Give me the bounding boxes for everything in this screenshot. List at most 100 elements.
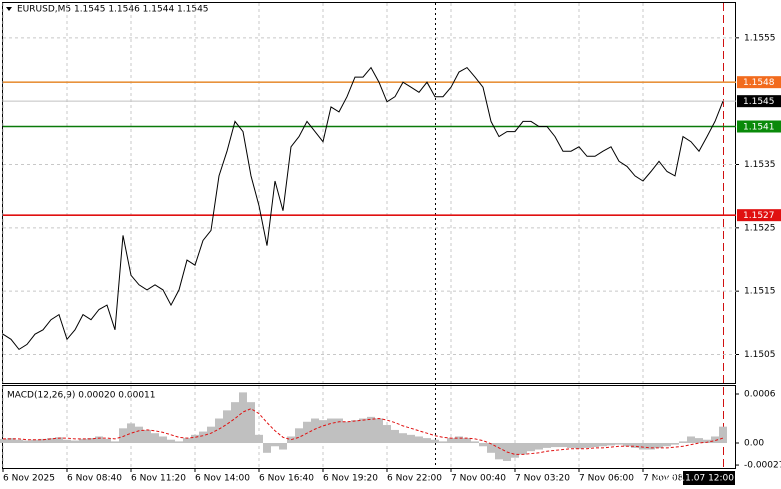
macd-bar <box>287 436 295 444</box>
macd-bar <box>639 443 647 450</box>
macd-bar <box>511 443 519 458</box>
price-line <box>2 66 724 351</box>
macd-bar <box>87 438 95 444</box>
macd-bar <box>151 433 159 444</box>
macd-bar <box>231 402 239 444</box>
macd-bar <box>575 443 583 449</box>
macd-bar <box>127 423 135 444</box>
x-tick-label: 6 Nov 19:20 <box>323 474 378 484</box>
macd-bar <box>543 443 551 448</box>
macd-bar <box>519 443 527 455</box>
macd-bar <box>319 420 327 444</box>
x-tick-label: 6 Nov 08:40 <box>67 474 122 484</box>
macd-bar <box>391 429 399 444</box>
y-tick-label: 1.1555 <box>744 33 776 43</box>
x-tick-label: 2025.11.07 12:00 <box>654 474 735 484</box>
y-tick-label: 1.1535 <box>744 160 776 170</box>
macd-bar <box>175 441 183 444</box>
x-tick-label: 6 Nov 2025 <box>3 474 55 484</box>
x-tick-label: 6 Nov 22:00 <box>387 474 442 484</box>
macd-bar <box>103 438 111 444</box>
macd-bar <box>215 418 223 444</box>
macd-bar <box>247 402 255 444</box>
macd-bar <box>711 436 719 444</box>
y-tick-label: 1.1525 <box>744 223 776 233</box>
macd-bar <box>407 434 415 444</box>
macd-bar <box>207 426 215 444</box>
macd-bar <box>423 438 431 444</box>
macd-bar <box>399 433 407 444</box>
macd-bar <box>111 441 119 444</box>
macd-bar <box>135 426 143 444</box>
macd-bar <box>79 438 87 444</box>
macd-bar <box>415 436 423 444</box>
macd-bar <box>647 443 655 450</box>
macd-bar <box>223 410 231 444</box>
signal-line <box>3 408 724 455</box>
macd-bar <box>159 436 167 444</box>
x-tick-label: 7 Nov 06:00 <box>579 474 634 484</box>
macd-bar <box>271 443 279 447</box>
macd-bar <box>55 437 63 444</box>
macd-bar <box>631 443 639 448</box>
x-tick-label: 6 Nov 11:20 <box>131 474 186 484</box>
x-tick-label: 6 Nov 14:00 <box>195 474 250 484</box>
macd-bar <box>583 443 591 448</box>
macd-bar <box>199 431 207 444</box>
macd-bar <box>487 443 495 453</box>
macd-bar <box>695 438 703 444</box>
x-tick-label: 6 Nov 16:40 <box>259 474 314 484</box>
macd-bar <box>335 418 343 444</box>
level-label: 1.1548 <box>743 78 775 88</box>
macd-bar <box>479 443 487 447</box>
macd-bar <box>0 438 7 444</box>
macd-bar <box>463 438 471 444</box>
level-label: 1.1545 <box>743 97 775 107</box>
macd-bar <box>455 436 463 444</box>
symbol-menu-arrow <box>6 7 12 11</box>
time-highlight <box>683 471 735 485</box>
y-tick-label: 1.1505 <box>744 350 776 360</box>
level-label: 1.1541 <box>743 123 775 133</box>
macd-bar <box>191 434 199 444</box>
macd-bar <box>655 443 663 448</box>
macd-bar <box>367 416 375 444</box>
macd-bar <box>567 443 575 448</box>
y-tick-label: 0.00 <box>744 439 764 449</box>
macd-bar <box>663 443 671 447</box>
macd-bar <box>527 443 535 452</box>
macd-bar <box>623 443 631 447</box>
macd-bar <box>559 443 567 448</box>
macd-bar <box>351 420 359 444</box>
macd-bar <box>591 443 599 448</box>
macd-bar <box>71 440 79 444</box>
macd-panel-frame <box>2 385 736 469</box>
macd-bar <box>39 438 47 444</box>
macd-bar <box>679 441 687 444</box>
macd-bar <box>303 421 311 444</box>
macd-bar <box>431 439 439 444</box>
level-label-bg <box>737 209 781 222</box>
macd-bar <box>31 439 39 444</box>
macd-bar <box>471 441 479 444</box>
macd-bar <box>143 429 151 444</box>
macd-bar <box>23 440 31 444</box>
macd-bar <box>375 418 383 444</box>
price-panel-frame <box>2 2 736 384</box>
y-tick-label: 1.1515 <box>744 287 776 297</box>
macd-bar <box>615 443 623 445</box>
macd-bar <box>551 443 559 448</box>
macd-bar <box>439 441 447 444</box>
macd-bar <box>495 443 503 460</box>
x-tick-label: 7 Nov 00:40 <box>451 474 506 484</box>
macd-bar <box>263 443 271 453</box>
x-tick-label: 7 Nov 03:20 <box>515 474 570 484</box>
level-label: 1.1527 <box>743 211 775 221</box>
macd-bar <box>95 436 103 444</box>
macd-bar <box>671 443 679 445</box>
macd-bar <box>327 418 335 444</box>
macd-bar <box>607 443 615 446</box>
macd-bar <box>183 438 191 444</box>
macd-bar <box>167 439 175 444</box>
macd-bar <box>359 418 367 444</box>
